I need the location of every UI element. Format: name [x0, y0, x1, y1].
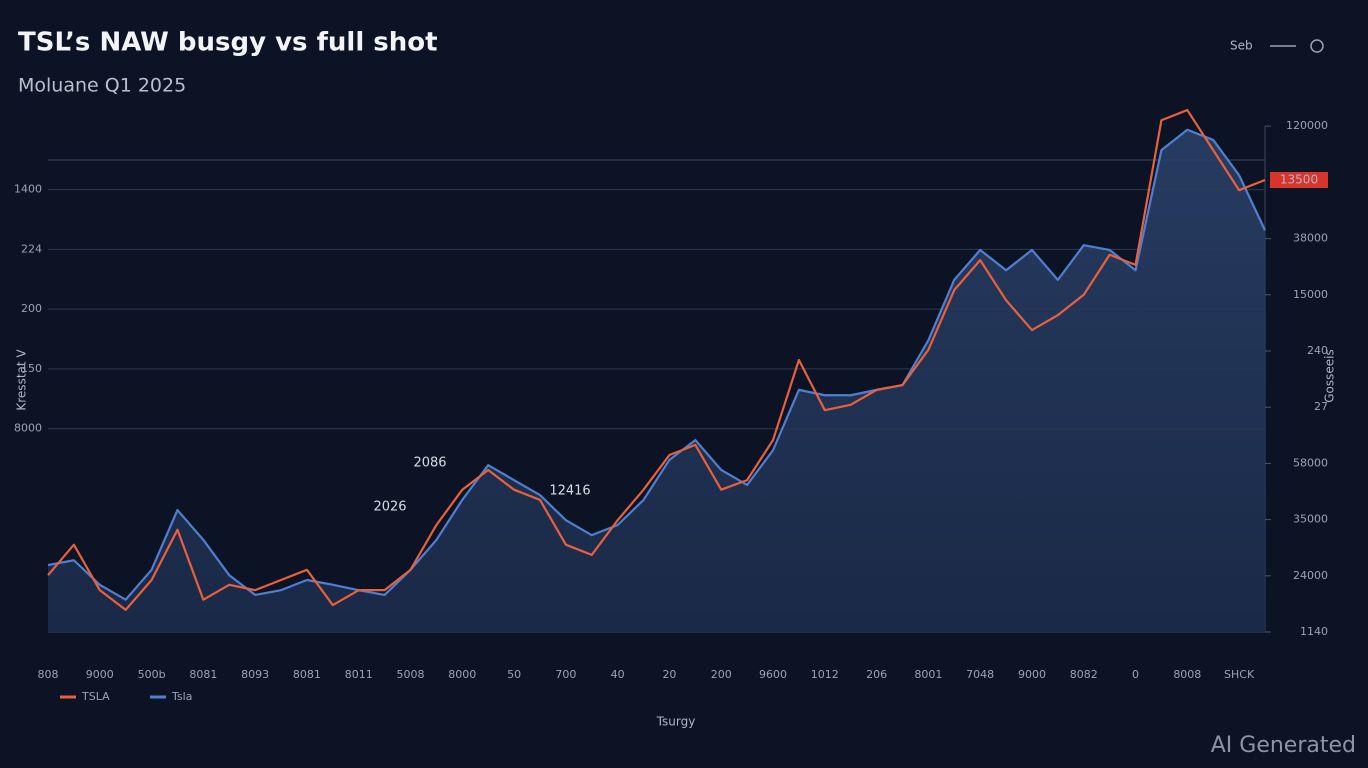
y2-tick-label: 24000 — [1293, 569, 1328, 582]
x-tick-label: 8081 — [293, 668, 321, 681]
plot-area — [47, 108, 1266, 632]
y2-tick-label: 35000 — [1293, 513, 1328, 526]
y2-tick-label: 27 — [1314, 400, 1328, 413]
corner-label: Seb — [1230, 39, 1253, 53]
price-tag: 13500 — [1280, 173, 1318, 187]
x-tick-label: 8081 — [189, 668, 217, 681]
x-tick-label: 8001 — [914, 668, 942, 681]
y-tick-label: 224 — [21, 242, 42, 255]
x-tick-label: 50 — [507, 668, 521, 681]
x-tick-label: 9600 — [759, 668, 787, 681]
x-axis-label: Tsurgy — [656, 715, 696, 729]
x-tick-label: 8093 — [241, 668, 269, 681]
x-tick-label: 8008 — [1173, 668, 1201, 681]
legend-label: TSLA — [81, 690, 110, 703]
y2-tick-label: 120000 — [1286, 119, 1328, 132]
y-axis-label: Kresstat V — [15, 349, 29, 411]
y2-axis-label: Gosseeis — [1323, 349, 1337, 403]
circle-icon — [1310, 39, 1324, 53]
series-line — [47, 108, 1266, 611]
x-tick-label: 5008 — [397, 668, 425, 681]
x-tick-label: SHCK — [1224, 668, 1255, 681]
x-tick-label: 40 — [611, 668, 625, 681]
x-tick-label: 200 — [711, 668, 732, 681]
x-tick-label: 9000 — [86, 668, 114, 681]
x-tick-label: 8000 — [448, 668, 476, 681]
x-tick-label: 1012 — [811, 668, 839, 681]
y-tick-label: 8000 — [14, 422, 42, 435]
annotation: 2086 — [413, 456, 446, 471]
x-tick-label: 7048 — [966, 668, 994, 681]
x-tick-label: 700 — [555, 668, 576, 681]
x-tick-label: 808 — [38, 668, 59, 681]
y-tick-label: 150 — [21, 362, 42, 375]
y2-tick-label: 15000 — [1293, 288, 1328, 301]
chart-subtitle: Moluane Q1 2025 — [18, 75, 186, 97]
y2-tick-label: 240 — [1307, 344, 1328, 357]
x-tick-label: 500b — [138, 668, 166, 681]
x-tick-label: 20 — [662, 668, 676, 681]
x-tick-label: 8011 — [345, 668, 373, 681]
y2-tick-label: 1140 — [1300, 625, 1328, 638]
y-tick-label: 1400 — [14, 183, 42, 196]
area — [48, 129, 1265, 632]
annotation: 2026 — [373, 500, 406, 515]
y2-tick-label: 58000 — [1293, 456, 1328, 469]
x-tick-label: 206 — [866, 668, 887, 681]
chart-title: TSL’s NAW busgy vs full shot — [18, 28, 438, 58]
y-tick-label: 200 — [21, 302, 42, 315]
legend-label: Tsla — [171, 690, 192, 703]
annotation: 12416 — [549, 484, 590, 499]
x-tick-label: 0 — [1132, 668, 1139, 681]
price-tag-bg — [1270, 172, 1328, 188]
series-line — [47, 128, 1266, 601]
x-tick-label: 8082 — [1070, 668, 1098, 681]
y2-tick-label: 38000 — [1293, 232, 1328, 245]
x-tick-label: 9000 — [1018, 668, 1046, 681]
watermark: AI Generated — [1211, 733, 1356, 758]
